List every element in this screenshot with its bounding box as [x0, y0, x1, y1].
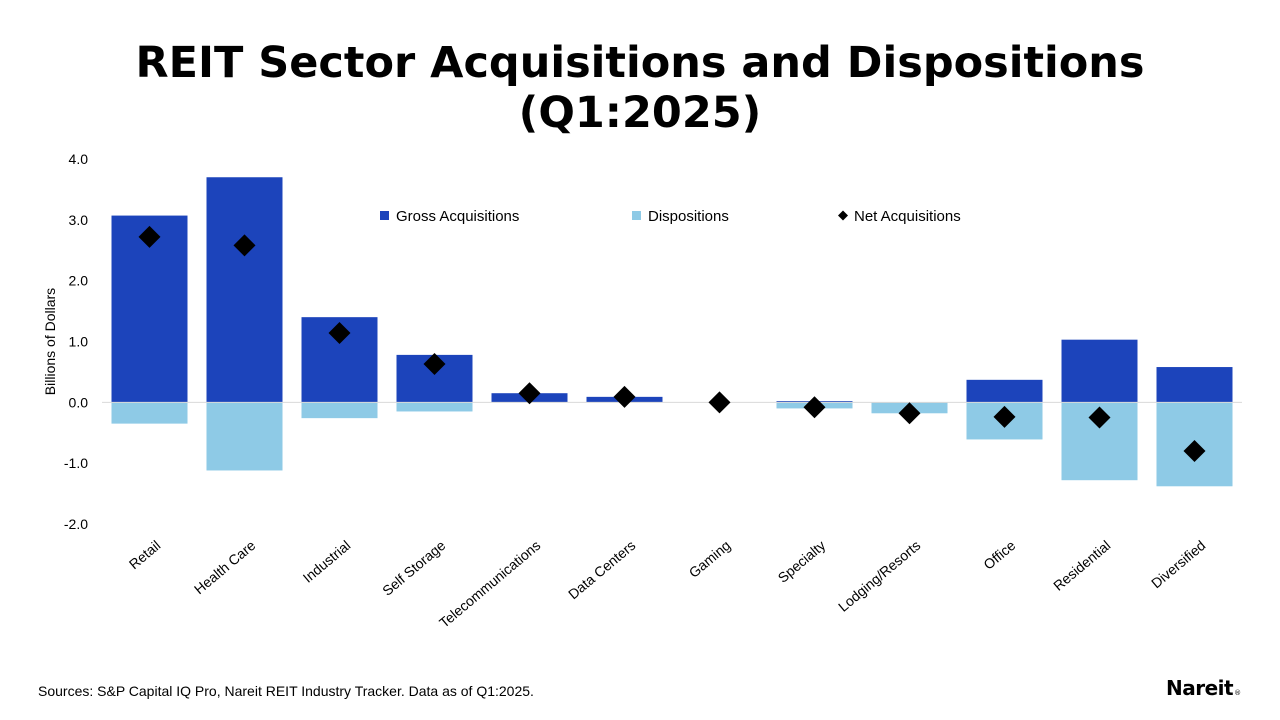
x-category-label: Health Care: [191, 537, 259, 597]
x-category-label: Self Storage: [379, 537, 448, 599]
x-category-label: Industrial: [300, 537, 354, 586]
marker-net-acquisitions: [138, 225, 161, 248]
bar-gross-acquisitions: [966, 379, 1043, 403]
legend-swatch: [380, 211, 389, 220]
x-category-label: Residential: [1050, 537, 1113, 594]
marker-net-acquisitions: [233, 234, 256, 257]
y-tick-label: 4.0: [69, 151, 89, 167]
legend-swatch: [838, 210, 848, 221]
bar-dispositions: [111, 402, 188, 424]
x-category-label: Lodging/Resorts: [835, 537, 923, 615]
marker-net-acquisitions: [518, 382, 541, 405]
bar-dispositions: [301, 402, 378, 419]
x-category-label: Office: [980, 537, 1018, 573]
bar-dispositions: [206, 402, 283, 471]
bar-gross-acquisitions: [1061, 339, 1138, 403]
x-category-label: Data Centers: [565, 537, 638, 602]
nareit-logo: Nareit®: [1166, 676, 1241, 700]
y-tick-label: -1.0: [64, 455, 88, 471]
legend-label: Gross Acquisitions: [396, 208, 519, 225]
bar-gross-acquisitions: [1156, 367, 1233, 403]
y-tick-label: 2.0: [69, 273, 89, 289]
y-tick-label: 3.0: [69, 212, 89, 228]
x-category-label: Diversified: [1148, 537, 1208, 591]
legend-swatch: [632, 211, 641, 220]
y-tick-label: -2.0: [64, 516, 88, 532]
logo-text: Nareit: [1166, 676, 1234, 700]
x-category-label: Gaming: [686, 537, 734, 581]
chart-title-line-1: REIT Sector Acquisitions and Disposition…: [135, 38, 1145, 88]
y-axis-title: Billions of Dollars: [42, 288, 58, 395]
y-tick-label: 0.0: [69, 394, 89, 410]
marker-net-acquisitions: [898, 402, 921, 425]
x-category-label: Retail: [126, 537, 164, 572]
y-tick-label: 1.0: [69, 334, 89, 350]
bar-gross-acquisitions: [206, 177, 283, 403]
marker-net-acquisitions: [1088, 406, 1111, 429]
chart-title-line-2: (Q1:2025): [518, 88, 762, 138]
bar-dispositions: [396, 402, 473, 412]
logo-registered-mark: ®: [1234, 689, 1241, 697]
marker-net-acquisitions: [423, 353, 446, 376]
legend-label: Net Acquisitions: [854, 208, 961, 225]
marker-net-acquisitions: [803, 396, 826, 419]
marker-net-acquisitions: [613, 385, 636, 408]
marker-net-acquisitions: [1183, 440, 1206, 462]
marker-net-acquisitions: [708, 391, 731, 414]
x-category-label: Specialty: [775, 537, 829, 586]
marker-net-acquisitions: [993, 405, 1016, 428]
legend-label: Dispositions: [648, 208, 729, 225]
source-note: Sources: S&P Capital IQ Pro, Nareit REIT…: [38, 683, 534, 699]
x-category-label: Telecommunications: [436, 537, 543, 631]
marker-net-acquisitions: [328, 321, 351, 344]
